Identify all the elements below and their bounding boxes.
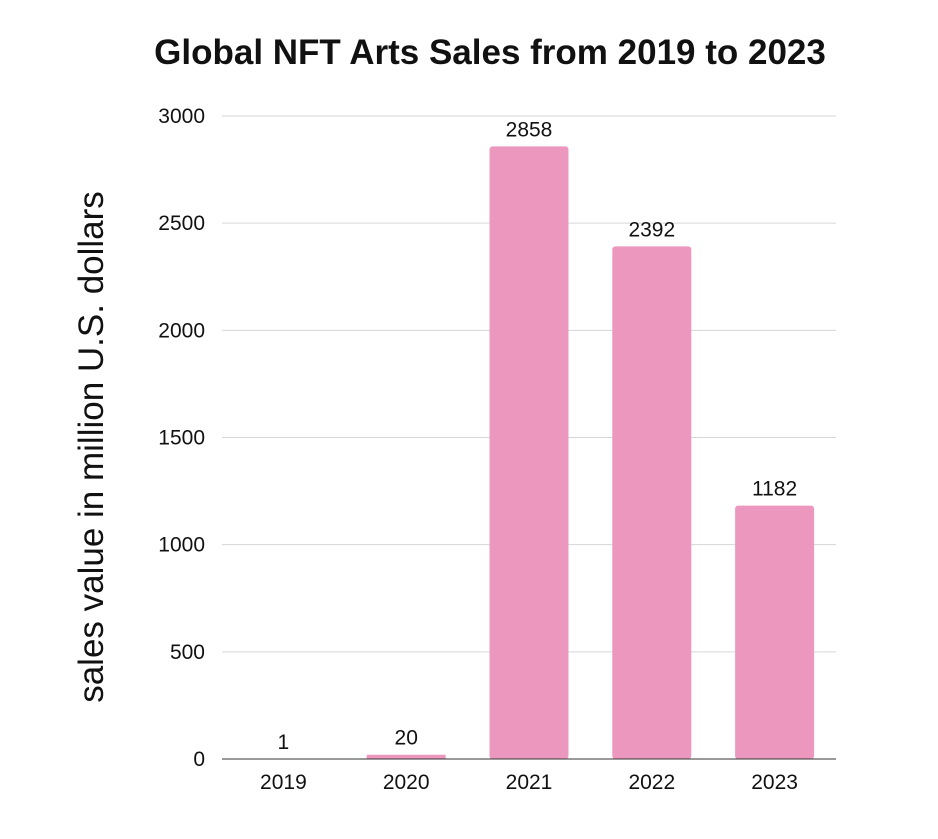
y-axis-ticks: 0 500 1000 1500 2000 2500 3000 bbox=[158, 105, 205, 771]
y-tick-label: 1000 bbox=[158, 534, 205, 557]
x-tick-label: 2021 bbox=[506, 771, 553, 794]
x-tick-label: 2019 bbox=[260, 771, 307, 794]
x-tick-label: 2020 bbox=[383, 771, 430, 794]
data-label-2020: 20 bbox=[395, 727, 418, 750]
data-labels: 1 20 2858 2392 1182 bbox=[278, 118, 798, 753]
bar-2022 bbox=[612, 246, 692, 759]
y-tick-label: 2000 bbox=[158, 319, 205, 342]
bar-2020 bbox=[366, 754, 446, 759]
chart-title: Global NFT Arts Sales from 2019 to 2023 bbox=[154, 33, 826, 72]
data-label-2021: 2858 bbox=[506, 118, 553, 141]
bar-2023 bbox=[735, 505, 815, 759]
bars bbox=[243, 146, 815, 760]
x-tick-label: 2023 bbox=[751, 771, 798, 794]
y-tick-label: 500 bbox=[170, 641, 205, 664]
y-tick-label: 1500 bbox=[158, 427, 205, 450]
y-tick-label: 2500 bbox=[158, 212, 205, 235]
x-axis-ticks: 2019 2020 2021 2022 2023 bbox=[260, 771, 798, 794]
y-tick-label: 0 bbox=[193, 748, 205, 771]
data-label-2019: 1 bbox=[278, 731, 290, 754]
data-label-2022: 2392 bbox=[628, 218, 675, 241]
data-label-2023: 1182 bbox=[752, 478, 797, 501]
x-tick-label: 2022 bbox=[628, 771, 675, 794]
y-axis-label: sales value in million U.S. dollars bbox=[72, 191, 111, 703]
y-tick-label: 3000 bbox=[158, 105, 205, 128]
bar-2021 bbox=[489, 146, 569, 760]
